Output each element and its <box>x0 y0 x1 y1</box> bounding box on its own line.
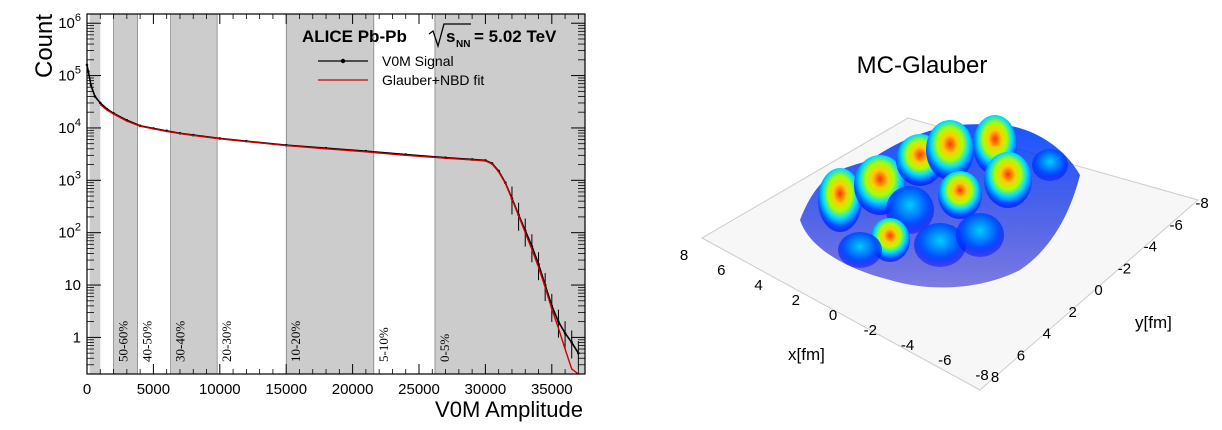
legend-entry-vom-signal: V0M Signal <box>318 53 454 69</box>
y-tick-label: 106 <box>58 12 81 32</box>
x-tick-label: 0 <box>83 381 91 398</box>
surface-y-label: y[fm] <box>1135 313 1172 332</box>
sqrt-snn-symbol: s NN <box>428 23 471 50</box>
surface-y-tick-label: -8 <box>1195 195 1208 212</box>
plot-area: 50-60% 40-50% 30-40% 20-30% 10-20% 5-10% 0-5% <box>85 14 585 375</box>
x-axis-label: V0M Amplitude <box>435 397 583 422</box>
svg-text:s: s <box>446 27 455 46</box>
surface-x-tick-label: 2 <box>792 292 800 309</box>
surface-y-tick-label: -2 <box>1118 260 1131 277</box>
x-tick-label: 10000 <box>199 381 241 398</box>
data-point <box>557 320 560 323</box>
surface-x-tick-label: -4 <box>901 337 914 354</box>
legend-energy: = 5.02 TeV <box>474 27 557 46</box>
y-tick-label: 102 <box>58 222 81 242</box>
svg-text:NN: NN <box>456 39 470 50</box>
centrality-label: 5-10% <box>376 327 391 362</box>
y-tick-label: 104 <box>58 117 81 137</box>
peripheral-band <box>89 14 101 374</box>
surface-x-tick-label: -6 <box>938 352 951 369</box>
y-tick-label: 103 <box>58 169 81 189</box>
x-tick-label: 35000 <box>531 381 573 398</box>
surface-x-tick-label: -2 <box>864 322 877 339</box>
centrality-label: 40-50% <box>139 321 154 362</box>
surface-peaks <box>800 115 1080 288</box>
centrality-band <box>113 14 138 374</box>
legend-box: ALICE Pb-Pb s NN = 5.02 TeV V0M Signal G… <box>302 23 557 88</box>
centrality-label: 10-20% <box>288 321 303 362</box>
data-point <box>570 341 574 344</box>
surface-y-tick-label: 4 <box>1043 326 1051 343</box>
data-point <box>93 95 97 98</box>
x-tick-label: 25000 <box>398 381 440 398</box>
series-glauber-fit <box>99 103 579 375</box>
y-axis-label: Count <box>31 14 58 78</box>
centrality-label: 20-30% <box>219 321 234 362</box>
right-surface-panel: MC-Glauber 8 6 4 2 0 -2 -4 -6 -8 -8 -6 -4 -2 0 2 4 6 8 x[… <box>640 0 1222 425</box>
surface-x-label: x[fm] <box>788 345 825 364</box>
vom-amplitude-chart: 50-60% 40-50% 30-40% 20-30% 10-20% 5-10% 0-5% … <box>31 12 586 422</box>
x-tick-label: 15000 <box>265 381 307 398</box>
centrality-label: 30-40% <box>173 321 188 362</box>
surface-x-tick-label: -8 <box>975 367 988 384</box>
legend-label: Glauber+NBD fit <box>382 72 484 88</box>
centrality-band <box>170 14 218 374</box>
surface-title: MC-Glauber <box>857 52 988 79</box>
y-tick-label: 1 <box>73 329 81 346</box>
legend-label: V0M Signal <box>382 53 454 69</box>
surface-y-tick-label: 8 <box>991 369 999 386</box>
data-point <box>563 331 567 335</box>
legend-entry-glauber-fit: Glauber+NBD fit <box>318 72 484 88</box>
x-tick-label: 30000 <box>465 381 507 398</box>
centrality-band <box>286 14 374 374</box>
y-tick-label: 10 <box>64 277 81 294</box>
surface-x-tick-label: 8 <box>680 247 688 264</box>
plot-frame <box>86 13 586 375</box>
surface-y-tick-label: -6 <box>1169 217 1182 234</box>
x-tick-label: 5000 <box>137 381 170 398</box>
surface-x-tick-label: 6 <box>717 262 725 279</box>
y-tick-label: 105 <box>58 65 81 85</box>
surface-x-tick-label: 0 <box>829 307 837 324</box>
x-tick-label: 20000 <box>332 381 374 398</box>
surface-y-tick-label: -4 <box>1144 239 1157 256</box>
centrality-label: 0-5% <box>437 334 452 362</box>
left-chart-panel: 50-60% 40-50% 30-40% 20-30% 10-20% 5-10% 0-5% … <box>0 0 600 425</box>
surface-y-tick-label: 0 <box>1094 282 1102 299</box>
data-point <box>98 101 102 105</box>
legend-title: ALICE Pb-Pb <box>302 27 407 46</box>
surface-x-tick-label: 4 <box>754 277 762 294</box>
surface-y-tick-label: 2 <box>1068 304 1076 321</box>
centrality-label: 50-60% <box>116 321 131 362</box>
surface-y-tick-label: 6 <box>1017 347 1025 364</box>
data-point <box>89 84 93 87</box>
data-point <box>87 70 90 73</box>
